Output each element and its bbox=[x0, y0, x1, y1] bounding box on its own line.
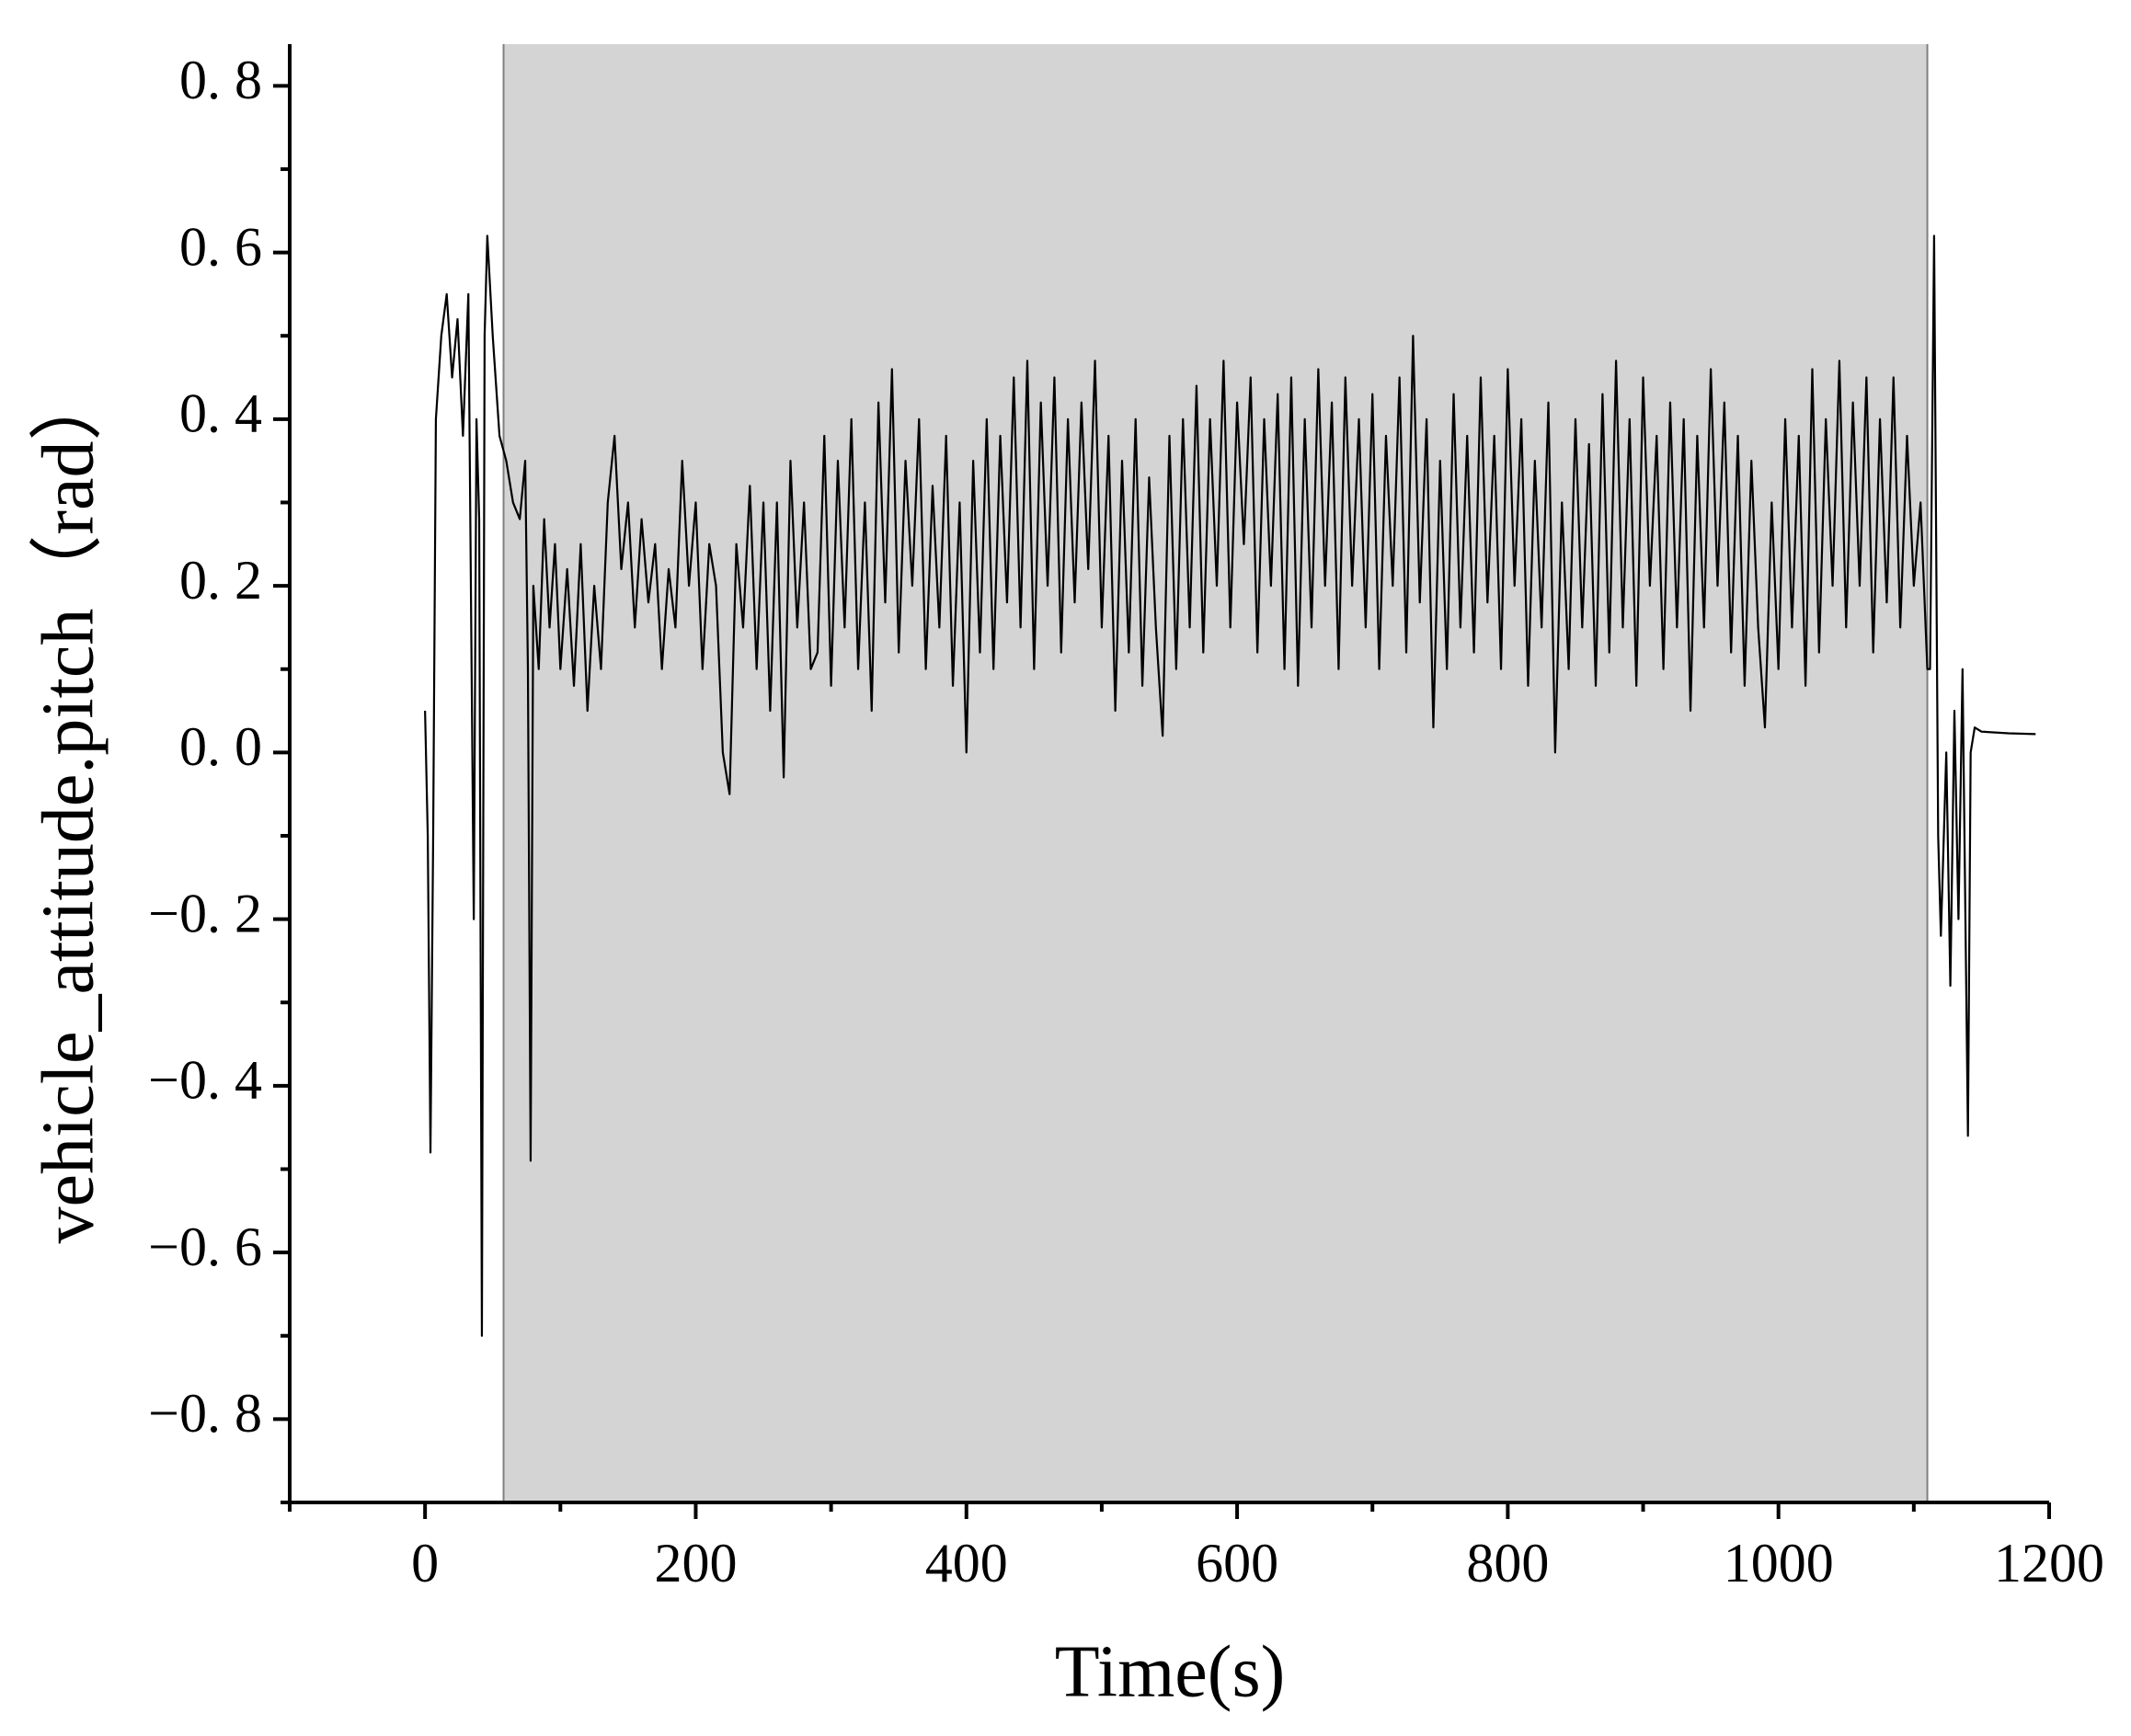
x-tick-label: 1000 bbox=[1724, 1533, 1834, 1593]
x-tick-label: 400 bbox=[925, 1533, 1008, 1593]
x-tick-label: 200 bbox=[654, 1533, 737, 1593]
x-tick-label: 600 bbox=[1196, 1533, 1278, 1593]
y-tick-label: −0. 8 bbox=[148, 1383, 262, 1444]
x-axis-title: Time(s) bbox=[1055, 1631, 1285, 1712]
y-tick-label: −0. 4 bbox=[148, 1050, 262, 1111]
y-tick-label: 0. 0 bbox=[179, 716, 262, 777]
y-tick-label: −0. 6 bbox=[148, 1216, 262, 1277]
y-tick-label: 0. 4 bbox=[179, 383, 262, 444]
data-line bbox=[424, 234, 2036, 1337]
y-tick-label: 0. 8 bbox=[179, 50, 262, 110]
y-tick-label: −0. 2 bbox=[148, 883, 262, 943]
shaded-region bbox=[503, 44, 1928, 1502]
x-tick-label: 1200 bbox=[1994, 1533, 2104, 1593]
x-tick-label: 800 bbox=[1466, 1533, 1549, 1593]
y-axis-title: vehicle_attitude.pitch（rad） bbox=[28, 367, 109, 1243]
y-tick-label: 0. 2 bbox=[179, 550, 262, 611]
x-tick-label: 0 bbox=[411, 1533, 439, 1593]
y-tick-label: 0. 6 bbox=[179, 216, 262, 277]
plot-area: −0. 8 −0. 6 −0. 4 −0. 2 0. 0 0. 2 0. 4 0. 6 0. 8… bbox=[148, 44, 2104, 1593]
